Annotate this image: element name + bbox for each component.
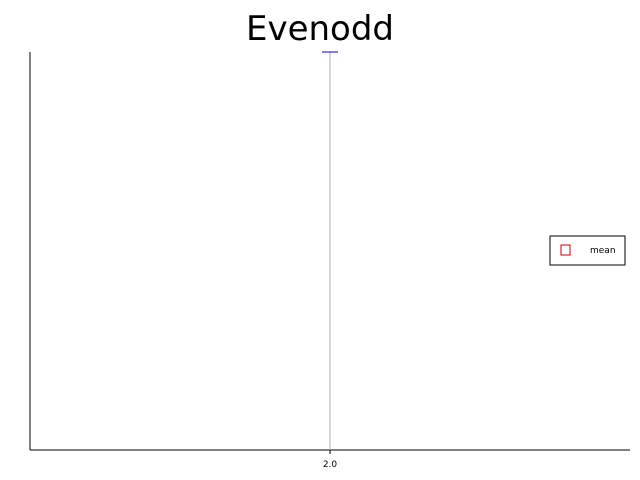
legend-box: [549, 235, 626, 266]
legend: mean: [549, 235, 626, 266]
plot-marks: 2.0: [322, 51, 338, 470]
chart-title: Evenodd: [246, 9, 394, 49]
legend-label-mean: mean: [590, 246, 616, 256]
x-tick-label: 2.0: [323, 460, 338, 470]
legend-marker-mean: [560, 244, 571, 256]
